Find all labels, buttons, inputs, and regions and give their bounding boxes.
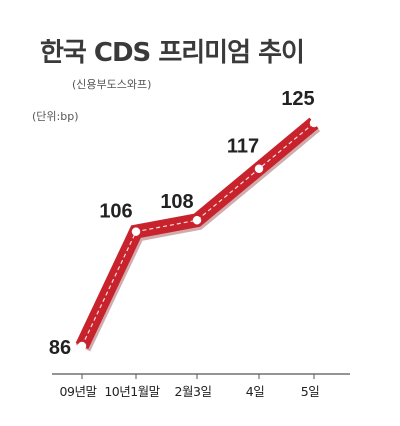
- unit-note: (단위:bp): [32, 110, 79, 123]
- plot-area: 86 106 108 117 125 09년말 10년1월말 2월3일 4일 5일: [49, 88, 350, 399]
- data-point: [309, 118, 319, 128]
- series-line-dashes: [81, 122, 315, 347]
- x-tick-label: 10년1월말: [104, 384, 160, 399]
- x-tick-label: 5일: [301, 384, 319, 399]
- data-label: 125: [281, 88, 314, 110]
- x-tick-label: 4일: [246, 384, 264, 399]
- data-point: [192, 215, 202, 225]
- data-label: 108: [160, 191, 193, 213]
- chart-subtitle: (신용부도스와프): [72, 78, 152, 91]
- data-point: [131, 227, 141, 236]
- chart-title: 한국 CDS 프리미엄 추이: [40, 38, 305, 68]
- data-label: 117: [227, 136, 259, 158]
- data-point: [77, 341, 87, 351]
- data-point: [254, 164, 264, 173]
- series-line: [75, 117, 319, 349]
- x-tick-label: 2월3일: [175, 384, 212, 399]
- data-label: 106: [99, 201, 132, 223]
- x-tick-label: 09년말: [60, 384, 98, 399]
- data-label: 86: [49, 337, 71, 359]
